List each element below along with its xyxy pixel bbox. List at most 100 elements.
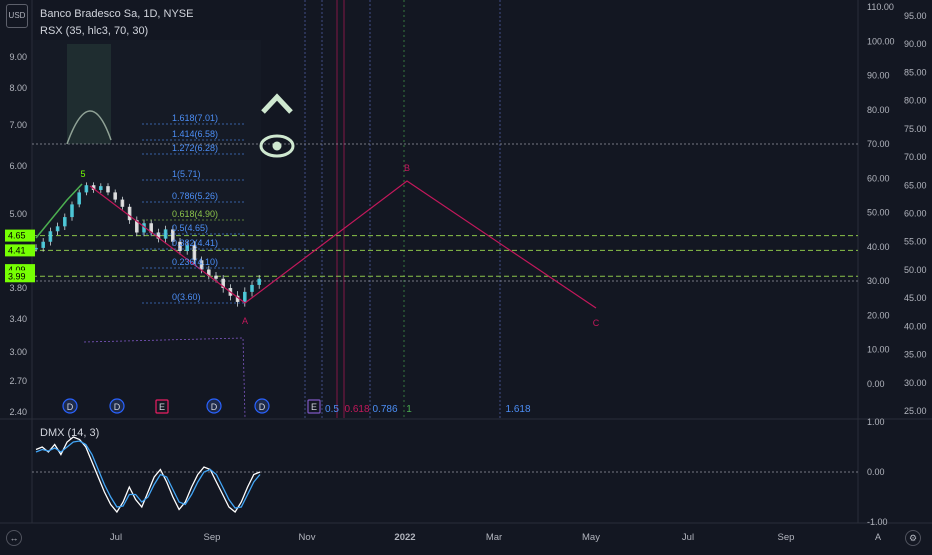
right-axis-tick: 35.00 [904,350,927,360]
left-axis-tick: 9.00 [9,52,27,62]
right-axis-tick: 55.00 [904,237,927,247]
rsx-axis-tick: 50.00 [867,208,890,218]
wave-label-b: B [404,163,410,173]
chevron-up-icon [261,93,293,114]
candle-body [120,199,125,207]
event-marker-label: D [259,402,266,412]
dividend-marker-icon [254,398,270,414]
time-fib-label: 1 [406,404,412,415]
dividend-marker-icon [206,398,222,414]
eye-icon [259,134,295,158]
wave-5-a [89,185,246,304]
compare-icon[interactable]: ↔ [6,530,22,546]
fib-label: 0.236(4.10) [172,257,218,267]
wave-label-c: C [593,318,600,328]
rsx-arc [66,110,112,145]
dividend-marker-icon [62,398,78,414]
wave-a-b-c [244,180,597,309]
rsx-axis-tick: 110.00 [867,2,894,12]
symbol-title[interactable]: Banco Bradesco Sa, 1D, NYSE [40,8,194,20]
candle-body [149,223,153,233]
dmx-axis-tick: 1.00 [867,417,885,427]
rsx-axis-tick: 80.00 [867,105,890,115]
x-axis-tick: Sep [204,532,221,543]
candle-body [34,247,38,250]
fib-label: 0.786(5.26) [172,191,218,201]
candle-body [207,269,211,276]
currency-label: USD [8,11,26,20]
left-axis-tick: 3.80 [9,283,27,293]
x-axis-tick: May [582,532,600,543]
fib-label: 0.618(4.90) [172,209,218,219]
x-axis-tick: Mar [486,532,502,543]
event-marker-label: D [114,402,121,412]
candle-body [91,185,96,190]
x-axis-tick: Jul [682,532,694,543]
rsx-axis-tick: 40.00 [867,242,890,252]
currency-box[interactable]: USD [6,4,28,28]
price-layer [34,182,261,307]
left-axis-tick: 2.40 [9,407,27,417]
fib-label: 1.414(6.58) [172,129,218,139]
time-fib-label: 0.5 [325,404,339,415]
candle-body [221,278,225,288]
candle-body [171,229,175,242]
left-axis-tick: 6.00 [9,161,27,171]
right-axis-tick: 60.00 [904,209,927,219]
time-fib-label: 0.618 [344,404,369,415]
candle-body [156,232,161,239]
right-axis-tick: 80.00 [904,96,927,106]
candle-body [178,241,182,251]
wave-label-5: 5 [80,169,85,179]
rsx-axis-tick: 10.00 [867,345,890,355]
candle-body [113,192,117,200]
fib-label: 0.382(4.41) [172,238,218,248]
earnings-marker-icon [307,399,321,414]
candle-body [185,244,189,251]
axes-layer: 9.00 8.00 7.00 6.00 5.00 3.80 3.40 3.00 2.70 2.40… [5,2,927,543]
settings-gear-icon[interactable]: ⚙ [905,530,921,546]
fib-label: 0.5(4.65) [172,223,208,233]
x-axis-tick: Jul [110,532,122,543]
right-axis-tick: 70.00 [904,152,927,162]
dotted-box [83,337,246,419]
fib-label: 1.618(7.01) [172,113,218,123]
candle-body [199,260,204,270]
indicator-label[interactable]: RSX (35, hlc3, 70, 30) [40,25,149,37]
rsx-axis-tick: 90.00 [867,71,890,81]
left-axis-tick: 3.40 [9,314,27,324]
candle-body [250,284,254,292]
rsx-axis-tick: 30.00 [867,276,890,286]
candle-body [235,295,240,302]
dmx-series-white [35,436,261,514]
price-label-box [5,229,35,242]
right-axis-tick: 50.00 [904,265,927,275]
wave-layer: 5 A B C [35,163,600,328]
candle-body [84,185,89,193]
right-axis-tick: 40.00 [904,321,927,331]
left-axis-tick: 3.00 [9,347,27,357]
candle-body [135,220,139,233]
candle-body [243,291,247,302]
left-axis-tick: 8.00 [9,83,27,93]
overlay-layer [32,0,858,419]
candle-body [63,217,67,227]
price-label-box [5,244,35,257]
candle-body [41,241,45,248]
earnings-marker-icon [155,399,169,414]
right-axis-tick: 95.00 [904,11,927,21]
right-axis-tick: 30.00 [904,378,927,388]
eye-pupil [272,141,282,151]
x-axis-tick: Nov [299,532,316,543]
impulse-line [35,183,83,239]
right-axis-tick: 65.00 [904,180,927,190]
candle-body [163,229,168,239]
auto-scale-button[interactable]: A [874,532,881,542]
price-label-box [5,270,35,283]
right-axis-tick: 90.00 [904,39,927,49]
sub-indicator-label[interactable]: DMX (14, 3) [40,427,100,439]
